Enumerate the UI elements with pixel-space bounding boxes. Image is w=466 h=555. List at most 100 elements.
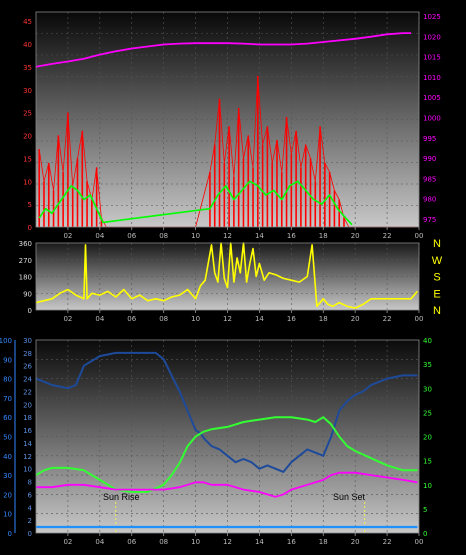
- humidity-y-tick-label: 24: [23, 376, 32, 384]
- direction-y-tick-label: 90: [23, 290, 32, 298]
- temp-x-tick-label: 08: [159, 538, 168, 546]
- rain-y-tick-label: 70: [3, 395, 12, 403]
- direction-x-tick-label: 14: [255, 315, 264, 323]
- direction-y-tick-label: 360: [19, 240, 32, 248]
- wind-average-line: [38, 180, 353, 226]
- temp-x-tick-label: 10: [191, 538, 200, 546]
- rain-y-tick-label: 100: [0, 337, 12, 345]
- wind-x-tick-label: 06: [127, 232, 136, 240]
- wind-y-tick-label: 15: [23, 155, 32, 163]
- wind-y-tick-label: 25: [23, 110, 32, 118]
- rain-y-tick-label: 10: [3, 511, 12, 519]
- wind-x-tick-label: 00: [415, 232, 424, 240]
- humidity-axis-title: Umidita: [67, 321, 105, 333]
- rain-y-tick-label: 0: [8, 530, 12, 538]
- temp-x-tick-label: 20: [351, 538, 360, 546]
- direction-x-tick-label: 22: [383, 315, 392, 323]
- temp-x-tick-label: 00: [415, 538, 424, 546]
- wind-x-tick-label: 20: [351, 232, 360, 240]
- sun-set-label: Sun Set: [333, 492, 366, 502]
- compass-letter: E: [433, 288, 440, 300]
- pressure-y-tick-label: 1005: [423, 94, 441, 102]
- humidity-y-tick-label: 2: [28, 517, 32, 525]
- pressure-y-tick-label: 1000: [423, 114, 441, 122]
- humidity-y-tick-label: 0: [28, 530, 32, 538]
- wind-x-tick-label: 12: [223, 232, 232, 240]
- compass-letter: W: [432, 255, 443, 267]
- humidity-y-tick-label: 10: [23, 466, 32, 474]
- direction-x-tick-label: 12: [223, 315, 232, 323]
- direction-y-tick-label: 180: [19, 274, 32, 282]
- pressure-y-tick-label: 985: [423, 175, 436, 183]
- wind-y-tick-label: 0: [28, 224, 32, 232]
- direction-x-tick-label: 16: [287, 315, 296, 323]
- humidity-y-tick-label: 16: [23, 427, 32, 435]
- wind-direction-line: [35, 242, 419, 309]
- temperature-y-tick-label: 15: [423, 458, 432, 466]
- wind-x-tick-label: 04: [95, 232, 104, 240]
- wind-x-tick-label: 10: [191, 232, 200, 240]
- rain-y-tick-label: 50: [3, 434, 12, 442]
- wind-y-tick-label: 35: [23, 64, 32, 72]
- graph-date-title: 24 hour graph day: 20 Maggio 2018: [172, 0, 347, 11]
- temperature-y-tick-label: 40: [423, 337, 432, 345]
- wind-x-tick-label: 16: [287, 232, 296, 240]
- wind-y-tick-label: 5: [28, 201, 32, 209]
- pressure-y-tick-label: 1010: [423, 74, 441, 82]
- direction-x-tick-label: 00: [415, 315, 424, 323]
- pressure-y-tick-label: 995: [423, 135, 436, 143]
- wind-y-tick-label: 30: [23, 87, 32, 95]
- pressure-y-tick-label: 975: [423, 216, 436, 224]
- humidity-y-tick-label: 6: [28, 491, 33, 499]
- dewpoint-legend: Dew Point (°C): [396, 321, 466, 333]
- pressure-y-tick-label: 1020: [423, 33, 441, 41]
- direction-y-tick-label: 0: [28, 307, 32, 315]
- wind-x-tick-label: 08: [159, 232, 168, 240]
- temp-x-tick-label: 02: [63, 538, 72, 546]
- humidity-y-tick-label: 30: [23, 337, 32, 345]
- pressure-y-tick-label: 980: [423, 196, 436, 204]
- humidity-y-tick-label: 14: [23, 440, 32, 448]
- direction-x-tick-label: 18: [319, 315, 328, 323]
- temp-x-tick-label: 04: [95, 538, 104, 546]
- pressure-axis-title: Pressione: [371, 0, 420, 11]
- wind-x-tick-label: 22: [383, 232, 392, 240]
- humidity-y-tick-label: 28: [23, 350, 32, 358]
- temp-x-tick-label: 18: [319, 538, 328, 546]
- wind-axis-title: Forza vento(): [33, 0, 99, 11]
- wind-y-tick-label: 20: [23, 133, 32, 141]
- wind-y-tick-label: 10: [23, 178, 32, 186]
- direction-y-tick-label: 270: [19, 257, 32, 265]
- humidity-y-tick-label: 8: [28, 479, 32, 487]
- rain-axis-title: Pioggia: [0, 321, 37, 333]
- temp-x-tick-label: 06: [127, 538, 136, 546]
- direction-x-tick-label: 02: [63, 315, 72, 323]
- wind-y-tick-label: 45: [23, 18, 32, 26]
- temperature-y-tick-label: 25: [423, 409, 432, 417]
- temperature-legend: Temperatura: [312, 321, 374, 333]
- temperature-y-tick-label: 30: [423, 385, 432, 393]
- temp-x-tick-label: 16: [287, 538, 296, 546]
- sun-rise-label: Sun Rise: [103, 492, 140, 502]
- pressure-y-tick-label: 990: [423, 155, 436, 163]
- humidity-y-tick-label: 26: [23, 363, 32, 371]
- wind-gust-line: [38, 75, 418, 228]
- humidity-y-tick-label: 12: [23, 453, 32, 461]
- direction-x-tick-label: 08: [159, 315, 168, 323]
- temperature-line: [35, 416, 418, 493]
- humidity-y-tick-label: 4: [28, 504, 33, 512]
- compass-letter: N: [433, 238, 441, 250]
- rain-y-tick-label: 60: [3, 414, 12, 422]
- wind-y-tick-label: 40: [23, 41, 32, 49]
- temp-x-tick-label: 22: [383, 538, 392, 546]
- temperature-y-tick-label: 0: [423, 530, 427, 538]
- temperature-y-tick-label: 35: [423, 361, 432, 369]
- direction-x-tick-label: 06: [127, 315, 136, 323]
- pressure-line: [35, 32, 411, 68]
- pressure-y-tick-label: 1025: [423, 13, 441, 21]
- temperature-y-tick-label: 5: [423, 506, 427, 514]
- humidity-line: [35, 351, 418, 473]
- rain-y-tick-label: 30: [3, 472, 12, 480]
